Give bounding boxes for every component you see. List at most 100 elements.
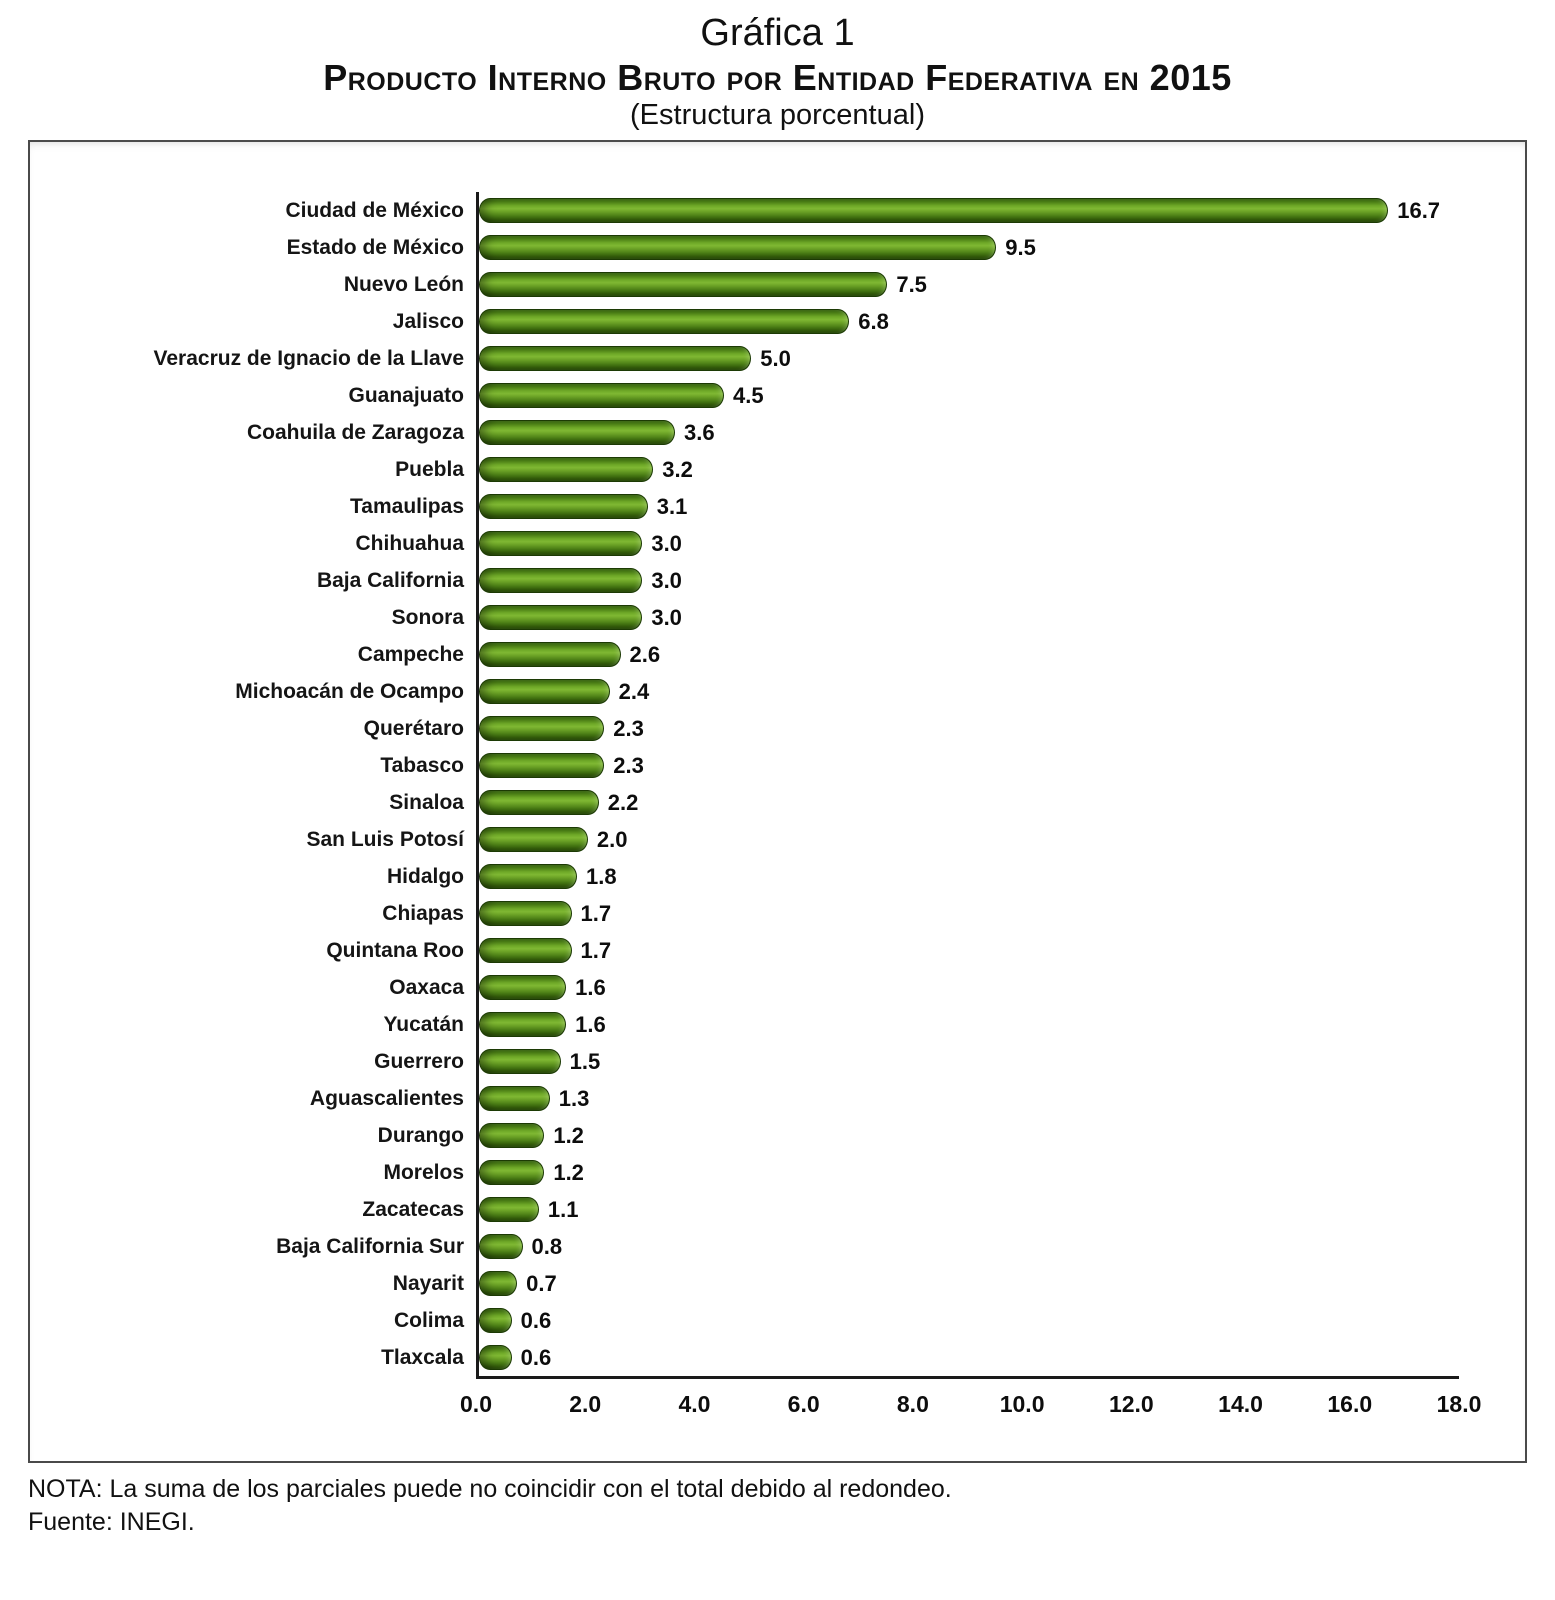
bar	[479, 383, 724, 409]
chart-frame: Ciudad de México 16.7 Estado de México 9.5 N…	[28, 140, 1527, 1464]
category-label: Tabasco	[380, 753, 464, 777]
bar-track: 9.5	[476, 229, 1459, 267]
value-label: 2.4	[618, 678, 650, 704]
category-label: Hidalgo	[387, 864, 464, 888]
chart-row: Colima 0.6	[34, 1302, 1521, 1340]
value-label: 3.6	[684, 419, 715, 445]
value-label: 1.8	[586, 863, 617, 889]
bar-track: 1.6	[476, 969, 1459, 1007]
bar	[479, 1012, 567, 1038]
value-label: 0.8	[531, 1233, 563, 1259]
value-label: 16.7	[1397, 197, 1441, 223]
chart-row: Coahuila de Zaragoza 3.6	[34, 414, 1521, 452]
value-label: 1.7	[580, 937, 612, 963]
bar-track: 1.7	[476, 932, 1459, 970]
category-label: Oaxaca	[389, 975, 464, 999]
chart-row: Durango 1.2	[34, 1117, 1521, 1155]
bar-track: 0.7	[476, 1265, 1459, 1303]
chart-row: Estado de México 9.5	[34, 229, 1521, 267]
axis-tick-label: 2.0	[569, 1391, 602, 1418]
category-label: Michoacán de Ocampo	[235, 679, 464, 703]
bar-track: 16.7	[476, 192, 1459, 230]
bar	[479, 1271, 518, 1297]
bar	[479, 679, 610, 705]
axis-tick-label: 18.0	[1436, 1391, 1482, 1418]
chart-row: Quintana Roo 1.7	[34, 932, 1521, 970]
value-label: 4.5	[733, 382, 764, 408]
value-label: 2.0	[596, 826, 628, 852]
chart-row: Tamaulipas 3.1	[34, 488, 1521, 526]
bar-track: 0.8	[476, 1228, 1459, 1266]
chart-header: Gráfica 1 Producto Interno Bruto por Ent…	[0, 0, 1555, 132]
bar-track: 1.6	[476, 1006, 1459, 1044]
bar-track: 0.6	[476, 1302, 1459, 1340]
chart-row: Nayarit 0.7	[34, 1265, 1521, 1303]
chart-row: Yucatán 1.6	[34, 1006, 1521, 1044]
bar	[479, 272, 888, 298]
value-label: 2.6	[629, 641, 661, 667]
category-label: Guanajuato	[348, 383, 464, 407]
category-label: Durango	[377, 1123, 464, 1147]
bar	[479, 716, 605, 742]
chart-row: Chiapas 1.7	[34, 895, 1521, 933]
bar	[479, 827, 588, 853]
chart-row: Morelos 1.2	[34, 1154, 1521, 1192]
category-label: Coahuila de Zaragoza	[246, 420, 464, 444]
category-label: Puebla	[395, 457, 464, 481]
bar	[479, 1049, 561, 1075]
axis-tick-label: 14.0	[1218, 1391, 1263, 1418]
axis-tick-label: 10.0	[999, 1391, 1045, 1418]
bar-track: 1.8	[476, 858, 1459, 896]
bar-track: 3.1	[476, 488, 1459, 526]
chart-row: Hidalgo 1.8	[34, 858, 1521, 896]
chart-row: Jalisco 6.8	[34, 303, 1521, 341]
bar	[479, 901, 572, 927]
chart-row: Baja California 3.0	[34, 562, 1521, 600]
axis-tick-label: 0.0	[460, 1391, 492, 1418]
value-label: 1.5	[569, 1048, 601, 1074]
axis-tick-label: 4.0	[678, 1391, 711, 1418]
chart-footer: NOTA: La suma de los parciales puede no …	[28, 1473, 1527, 1538]
category-label: Yucatán	[383, 1012, 464, 1036]
bar	[479, 309, 850, 335]
bar-track: 0.6	[476, 1339, 1459, 1377]
chart-row: Campeche 2.6	[34, 636, 1521, 674]
bar-track: 3.6	[476, 414, 1459, 452]
bar-track: 4.5	[476, 377, 1459, 415]
value-label: 1.3	[558, 1085, 590, 1111]
bar-track: 1.7	[476, 895, 1459, 933]
category-label: Campeche	[357, 642, 464, 666]
bar	[479, 1308, 512, 1334]
value-label: 0.6	[520, 1344, 552, 1370]
bar-track: 2.3	[476, 710, 1459, 748]
value-label: 0.6	[520, 1307, 552, 1333]
value-label: 2.3	[613, 715, 644, 741]
bar	[479, 864, 577, 890]
chart-subtitle: (Estructura porcentual)	[630, 98, 925, 131]
value-label: 3.1	[656, 493, 688, 519]
bar-track: 2.2	[476, 784, 1459, 822]
category-label: Estado de México	[286, 235, 464, 259]
bar	[479, 1160, 545, 1186]
value-label: 7.5	[896, 271, 927, 297]
chart-row: Chihuahua 3.0	[34, 525, 1521, 563]
bar	[479, 346, 752, 372]
category-label: Tlaxcala	[381, 1345, 464, 1369]
value-label: 2.3	[613, 752, 644, 778]
chart-title: Producto Interno Bruto por Entidad Feder…	[323, 56, 1232, 98]
bar	[479, 605, 643, 631]
value-label: 3.2	[662, 456, 693, 482]
value-label: 3.0	[651, 604, 682, 630]
bar-track: 1.2	[476, 1117, 1459, 1155]
chart-row: Zacatecas 1.1	[34, 1191, 1521, 1229]
chart-row: Puebla 3.2	[34, 451, 1521, 489]
chart-row: San Luis Potosí 2.0	[34, 821, 1521, 859]
bar	[479, 568, 643, 594]
bar-track: 1.3	[476, 1080, 1459, 1118]
category-label: Nuevo León	[343, 272, 464, 296]
chart-row: Veracruz de Ignacio de la Llave 5.0	[34, 340, 1521, 378]
chart-row: Tlaxcala 0.6	[34, 1339, 1521, 1377]
category-label: Tamaulipas	[350, 494, 464, 518]
value-label: 5.0	[760, 345, 791, 371]
bar	[479, 642, 621, 668]
